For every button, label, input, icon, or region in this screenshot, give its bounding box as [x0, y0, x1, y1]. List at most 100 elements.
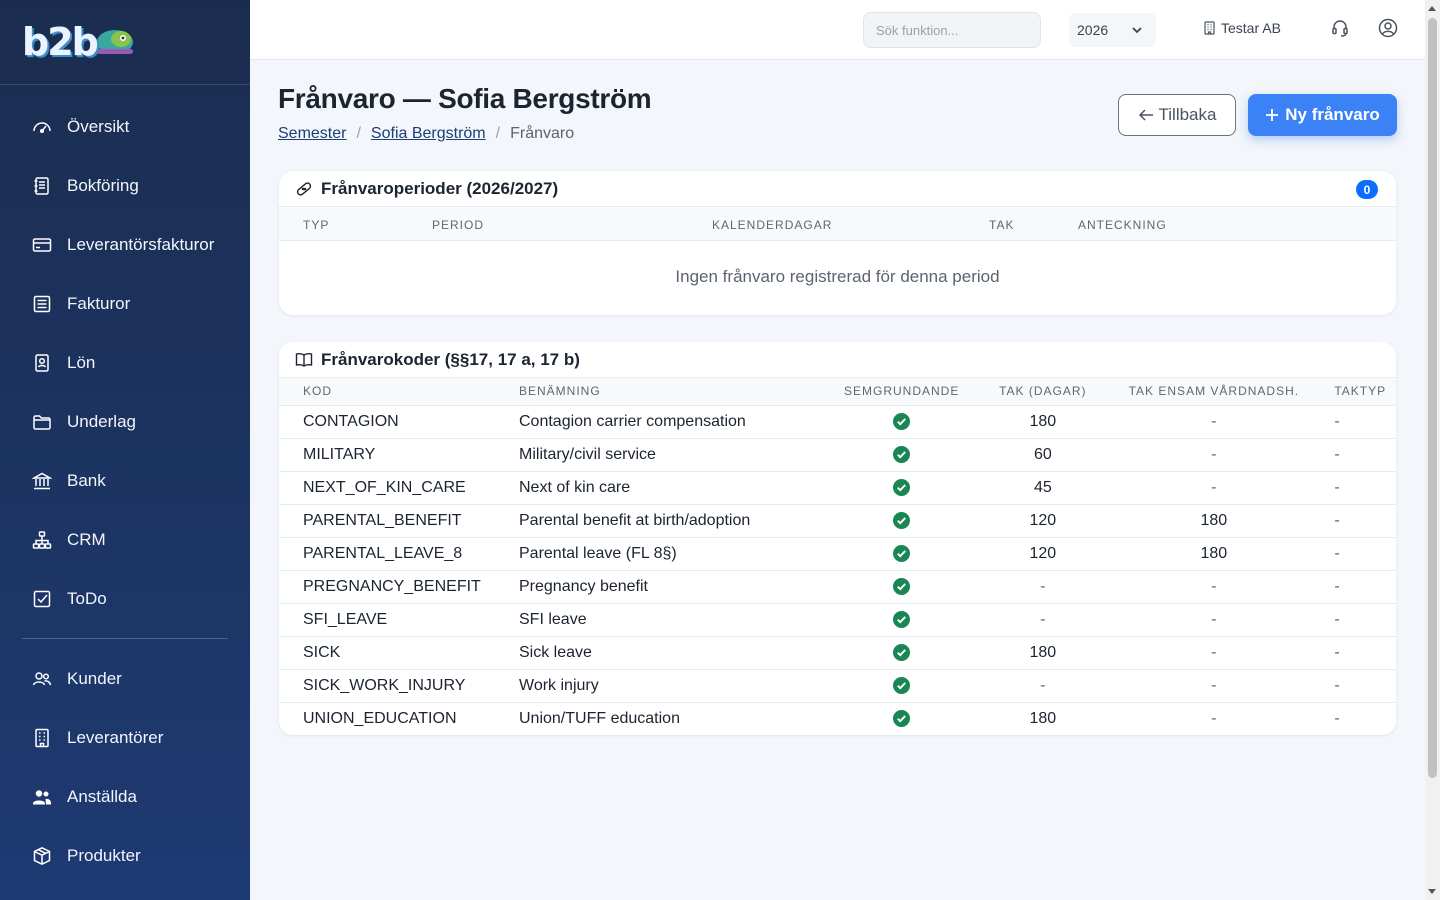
code-cell: SFI_LEAVE: [279, 603, 519, 637]
tak-ensam-cell: -: [1126, 471, 1302, 505]
sidebar-item-label: Översikt: [67, 116, 130, 136]
box-icon: [32, 846, 52, 866]
new-absence-button[interactable]: Ny frånvaro: [1248, 94, 1397, 136]
sidebar-item-leverantorer[interactable]: Leverantörer: [0, 708, 250, 767]
logo-chameleon-icon: [96, 30, 133, 54]
column-header: ANTECKNING: [1078, 218, 1167, 232]
search-input[interactable]: [863, 12, 1041, 48]
name-cell: Pregnancy benefit: [519, 570, 844, 604]
table-row: NEXT_OF_KIN_CARE Next of kin care 45- -: [279, 471, 1396, 505]
sidebar-nav-registry: Kunder Leverantörer Anställda Produkter: [0, 649, 250, 885]
tak-cell: 60: [959, 438, 1127, 472]
sidebar-item-lon[interactable]: Lön: [0, 333, 250, 392]
code-cell: PREGNANCY_BENEFIT: [279, 570, 519, 604]
table-row: SICK_WORK_INJURY Work injury - - -: [279, 669, 1396, 703]
check-circle-icon: [893, 610, 911, 628]
building-icon: [1204, 21, 1215, 35]
sidebar-item-anstallda[interactable]: Anställda: [0, 767, 250, 826]
breadcrumb-current: Frånvaro: [510, 125, 575, 142]
plus-icon: [1266, 109, 1279, 121]
taktyp-cell: -: [1301, 570, 1396, 604]
code-cell: SICK_WORK_INJURY: [279, 669, 519, 703]
column-header: KOD: [279, 378, 519, 406]
scrollbar[interactable]: [1425, 0, 1440, 900]
sidebar-item-oversikt[interactable]: Översikt: [0, 97, 250, 156]
absence-codes-header: Frånvarokoder (§§17, 17 a, 17 b): [279, 342, 1396, 378]
badge-icon: [32, 353, 52, 373]
name-cell: Work injury: [519, 669, 844, 703]
tak-cell: -: [959, 570, 1127, 604]
breadcrumb-link-semester[interactable]: Semester: [278, 125, 347, 142]
column-header: KALENDERDAGAR: [712, 218, 833, 232]
sidebar-item-todo[interactable]: ToDo: [0, 569, 250, 628]
name-cell: Parental leave (FL 8§): [519, 537, 844, 571]
column-header: SEMGRUNDANDE: [844, 378, 960, 406]
tak-cell: 120: [959, 537, 1127, 571]
sidebar-item-label: Bokföring: [67, 175, 139, 195]
taktyp-cell: -: [1301, 636, 1396, 670]
sidebar-item-leverantorsfakturor[interactable]: Leverantörsfakturor: [0, 215, 250, 274]
taktyp-cell: -: [1301, 603, 1396, 637]
people-fill-icon: [32, 787, 52, 807]
semgrundande-cell: [844, 504, 960, 538]
check-circle-icon: [893, 478, 911, 496]
sidebar-item-fakturor[interactable]: Fakturor: [0, 274, 250, 333]
user-circle-icon[interactable]: [1378, 18, 1398, 38]
tak-ensam-cell: -: [1126, 405, 1302, 439]
company-switcher[interactable]: Testar AB: [1203, 20, 1281, 36]
taktyp-cell: -: [1301, 405, 1396, 439]
code-cell: PARENTAL_BENEFIT: [279, 504, 519, 538]
code-cell: UNION_EDUCATION: [303, 709, 457, 727]
sidebar-item-label: Anställda: [67, 786, 137, 806]
logo-area[interactable]: b2b: [0, 0, 250, 85]
name-cell: Contagion carrier compensation: [519, 405, 844, 439]
tak-cell: 120: [959, 504, 1127, 538]
sidebar-item-crm[interactable]: CRM: [0, 510, 250, 569]
sidebar-item-kunder[interactable]: Kunder: [0, 649, 250, 708]
bank-icon: [32, 471, 52, 491]
absence-periods-card: Frånvaroperioder (2026/2027) 0 TYP PERIO…: [279, 171, 1396, 315]
check-circle-icon: [893, 544, 911, 562]
scroll-down-arrow[interactable]: [1428, 889, 1436, 894]
check-circle-icon: [893, 445, 911, 463]
table-row: PARENTAL_LEAVE_8 Parental leave (FL 8§) 12…: [279, 537, 1396, 571]
sidebar-divider: [22, 638, 228, 639]
sidebar-item-underlag[interactable]: Underlag: [0, 392, 250, 451]
tak-ensam-cell: -: [1126, 570, 1302, 604]
check-circle-icon: [893, 412, 911, 430]
code-cell: PARENTAL_LEAVE_8: [279, 537, 519, 571]
check-circle-icon: [893, 676, 911, 694]
year-select[interactable]: 2026: [1069, 13, 1156, 47]
book-icon: [295, 352, 313, 368]
table-row: PREGNANCY_BENEFIT Pregnancy benefit - - -: [279, 570, 1396, 604]
count-badge: 0: [1356, 180, 1378, 199]
back-button[interactable]: Tillbaka: [1118, 94, 1236, 136]
credit-card-icon: [32, 235, 52, 255]
semgrundande-cell: [844, 669, 960, 703]
tak-cell: 45: [959, 471, 1127, 505]
sidebar-item-bokforing[interactable]: Bokföring: [0, 156, 250, 215]
tak-ensam-cell: -: [1126, 603, 1302, 637]
people-icon: [32, 669, 52, 689]
semgrundande-cell: [844, 570, 960, 604]
sidebar-item-label: Leverantörsfakturor: [67, 234, 215, 254]
taktyp-cell: -: [1301, 504, 1396, 538]
sidebar-item-bank[interactable]: Bank: [0, 451, 250, 510]
name-cell: Next of kin care: [519, 471, 844, 505]
headset-icon[interactable]: [1331, 19, 1349, 37]
tak-ensam-cell: -: [1211, 709, 1217, 727]
breadcrumb: Semester / Sofia Bergström / Frånvaro: [278, 125, 574, 143]
arrow-left-icon: [1138, 109, 1153, 121]
logo[interactable]: b2b: [22, 20, 99, 64]
column-header: TYP: [303, 218, 330, 232]
sidebar-item-produkter[interactable]: Produkter: [0, 826, 250, 885]
new-absence-button-label: Ny frånvaro: [1285, 105, 1380, 124]
empty-state: Ingen frånvaro registrerad för denna per…: [675, 267, 1000, 286]
topbar: 2026 Testar AB: [250, 0, 1425, 60]
scroll-thumb[interactable]: [1428, 18, 1437, 778]
tak-cell: -: [959, 603, 1127, 637]
scroll-up-arrow[interactable]: [1428, 6, 1436, 11]
breadcrumb-link-employee[interactable]: Sofia Bergström: [370, 125, 486, 142]
absence-codes-body: CONTAGION Contagion carrier compensation 1…: [279, 405, 1396, 735]
check-circle-icon: [893, 511, 911, 529]
